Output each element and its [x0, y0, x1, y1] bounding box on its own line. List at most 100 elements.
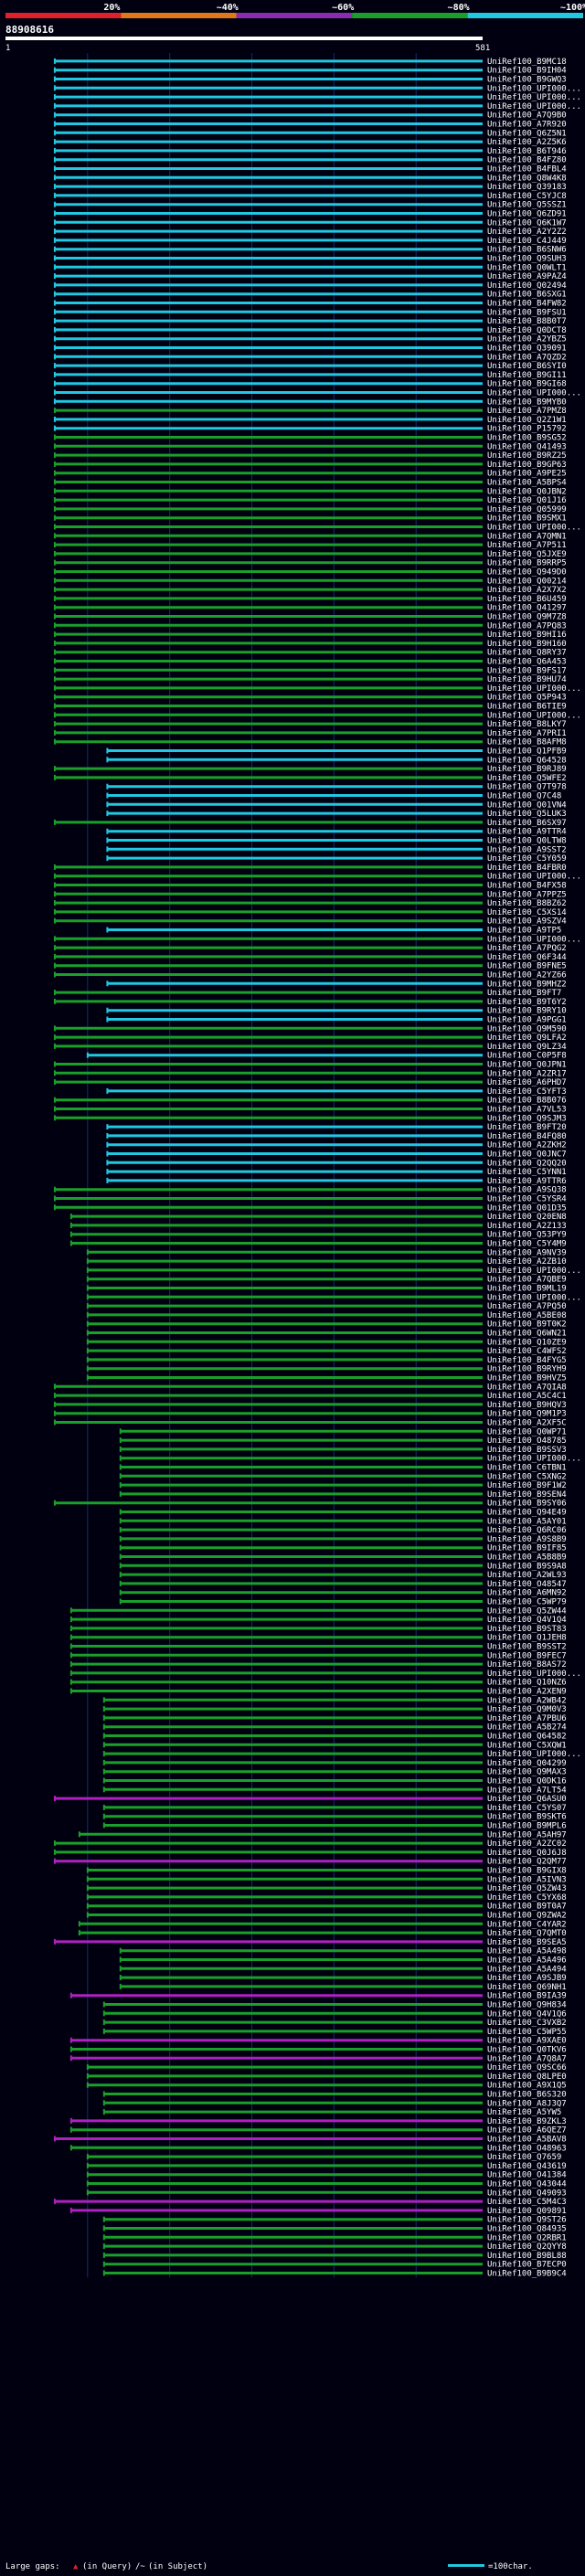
hit-start-tick	[102, 2252, 105, 2258]
hit-label: UniRef100_Q04299	[487, 1759, 567, 1768]
hit-start-tick	[86, 1276, 89, 1282]
hit-start-tick	[119, 1580, 122, 1586]
hit-label: UniRef100_UPI000...	[487, 93, 581, 102]
hit-label: UniRef100_Q0WP71	[487, 1427, 567, 1436]
hit-start-tick	[53, 102, 56, 109]
hit-start-tick	[86, 2082, 89, 2088]
hit-start-tick	[53, 908, 56, 915]
hit-start-tick	[106, 801, 109, 808]
hit-start-tick	[69, 2117, 72, 2124]
hit-start-tick	[119, 1473, 122, 1479]
hit-label: UniRef100_A9XAE0	[487, 2037, 567, 2046]
hit-label: UniRef100_A2YZ66	[487, 971, 567, 981]
hit-label: UniRef100_P15792	[487, 425, 567, 434]
hit-start-tick	[86, 1365, 89, 1372]
hit-label: UniRef100_A5A496	[487, 1956, 567, 1966]
hit-start-tick	[69, 1625, 72, 1631]
hit-start-tick	[86, 1294, 89, 1300]
hit-label: UniRef100_Q0JBN2	[487, 487, 567, 496]
scale-segment	[5, 13, 122, 18]
hit-label: UniRef100_C5XS14	[487, 908, 567, 917]
hit-start-tick	[53, 595, 56, 601]
hit-start-tick	[69, 2145, 72, 2151]
hit-start-tick	[53, 237, 56, 243]
hit-start-tick	[53, 774, 56, 780]
hit-start-tick	[106, 747, 109, 754]
hit-start-tick	[69, 2037, 72, 2043]
hit-start-tick	[119, 1437, 122, 1444]
hit-label: UniRef100_Q9ST26	[487, 2216, 567, 2225]
hit-start-tick	[106, 1124, 109, 1130]
hit-start-tick	[53, 192, 56, 198]
hit-label: UniRef100_Q4V1Q4	[487, 1616, 567, 1625]
hit-label: UniRef100_Q7C48	[487, 792, 561, 801]
hit-label: UniRef100_A2WB42	[487, 1696, 567, 1705]
hit-label: UniRef100_Q0J6J8	[487, 1849, 567, 1858]
hit-label: UniRef100_Q9LZ34	[487, 1043, 567, 1052]
hit-start-tick	[53, 712, 56, 718]
hit-start-tick	[53, 1840, 56, 1847]
hit-label: UniRef100_A7PQ50	[487, 1302, 567, 1311]
hit-start-tick	[53, 58, 56, 64]
hit-label: UniRef100_Q6ASU0	[487, 1795, 567, 1804]
hit-start-tick	[119, 1482, 122, 1489]
hit-label: UniRef100_A2XF5C	[487, 1419, 567, 1428]
hit-label: UniRef100_Q02494	[487, 281, 567, 291]
scale-label: ~40%	[217, 3, 239, 13]
hit-label: UniRef100_C6TBN1	[487, 1464, 567, 1473]
hit-start-tick	[53, 309, 56, 315]
hit-label: UniRef100_B6SX97	[487, 819, 567, 828]
hit-label: UniRef100_A9SZV4	[487, 917, 567, 927]
hit-label: UniRef100_B9MC18	[487, 58, 567, 67]
hit-label: UniRef100_Q2QM77	[487, 1858, 567, 1867]
hit-start-tick	[53, 408, 56, 414]
hit-label: UniRef100_Q39183	[487, 183, 567, 192]
scale-segment	[236, 13, 353, 18]
hit-label: UniRef100_A9TP5	[487, 927, 561, 936]
hit-start-tick	[119, 1966, 122, 1972]
hit-label: UniRef100_Q4V1Q6	[487, 2009, 567, 2019]
hit-label: UniRef100_Q20EN8	[487, 1213, 567, 1222]
hit-start-tick	[69, 1679, 72, 1685]
hit-start-tick	[53, 604, 56, 610]
hit-label: UniRef100_B9HQV3	[487, 1401, 567, 1410]
hit-start-tick	[86, 1876, 89, 1882]
hit-label: UniRef100_B9GIX8	[487, 1867, 567, 1876]
hit-label: UniRef100_A9PAZ4	[487, 272, 567, 281]
hit-start-tick	[53, 873, 56, 879]
hit-label: UniRef100_A5BPS4	[487, 479, 567, 488]
hit-label: UniRef100_Q6K1W7	[487, 218, 567, 228]
hit-start-tick	[86, 1374, 89, 1381]
hit-start-tick	[102, 1759, 105, 1765]
hit-label: UniRef100_A8J3Q7	[487, 2099, 567, 2108]
hit-label: UniRef100_B8AS72	[487, 1660, 567, 1670]
hit-label: UniRef100_Q5ZW43	[487, 1884, 567, 1893]
hit-start-tick	[106, 855, 109, 862]
hit-start-tick	[53, 184, 56, 190]
hit-label: UniRef100_B9SEN4	[487, 1490, 567, 1500]
hit-label: UniRef100_B9HU74	[487, 675, 567, 684]
hit-start-tick	[53, 953, 56, 959]
hit-start-tick	[102, 2100, 105, 2106]
scale-segment	[352, 13, 468, 18]
hit-label: UniRef100_Q6RC06	[487, 1526, 567, 1535]
hit-label: UniRef100_Q8LPE0	[487, 2072, 567, 2082]
hit-label: UniRef100_A7QBE9	[487, 1276, 567, 1285]
hit-label: UniRef100_A9SQ38	[487, 1186, 567, 1195]
hit-label: UniRef100_A5IVN3	[487, 1875, 567, 1884]
hit-label: UniRef100_B9SY06	[487, 1500, 567, 1509]
hit-start-tick	[53, 819, 56, 825]
hit-label: UniRef100_C5YNN1	[487, 1168, 567, 1177]
hit-label: UniRef100_Q8W4K8	[487, 174, 567, 183]
hit-start-tick	[53, 488, 56, 494]
hit-label: UniRef100_C5YX68	[487, 1893, 567, 1903]
hit-label: UniRef100_C5WP79	[487, 1598, 567, 1607]
hit-label: UniRef100_A9PE25	[487, 470, 567, 479]
hit-start-tick	[53, 622, 56, 629]
hit-start-tick	[102, 2028, 105, 2034]
footer-subject-gap-label: (in Subject)	[148, 2562, 207, 2571]
hit-start-tick	[53, 318, 56, 324]
hit-label: UniRef100_Q2QYY8	[487, 2242, 567, 2252]
hit-label: UniRef100_Q01VN4	[487, 800, 567, 810]
hit-label: UniRef100_Q64528	[487, 756, 567, 765]
